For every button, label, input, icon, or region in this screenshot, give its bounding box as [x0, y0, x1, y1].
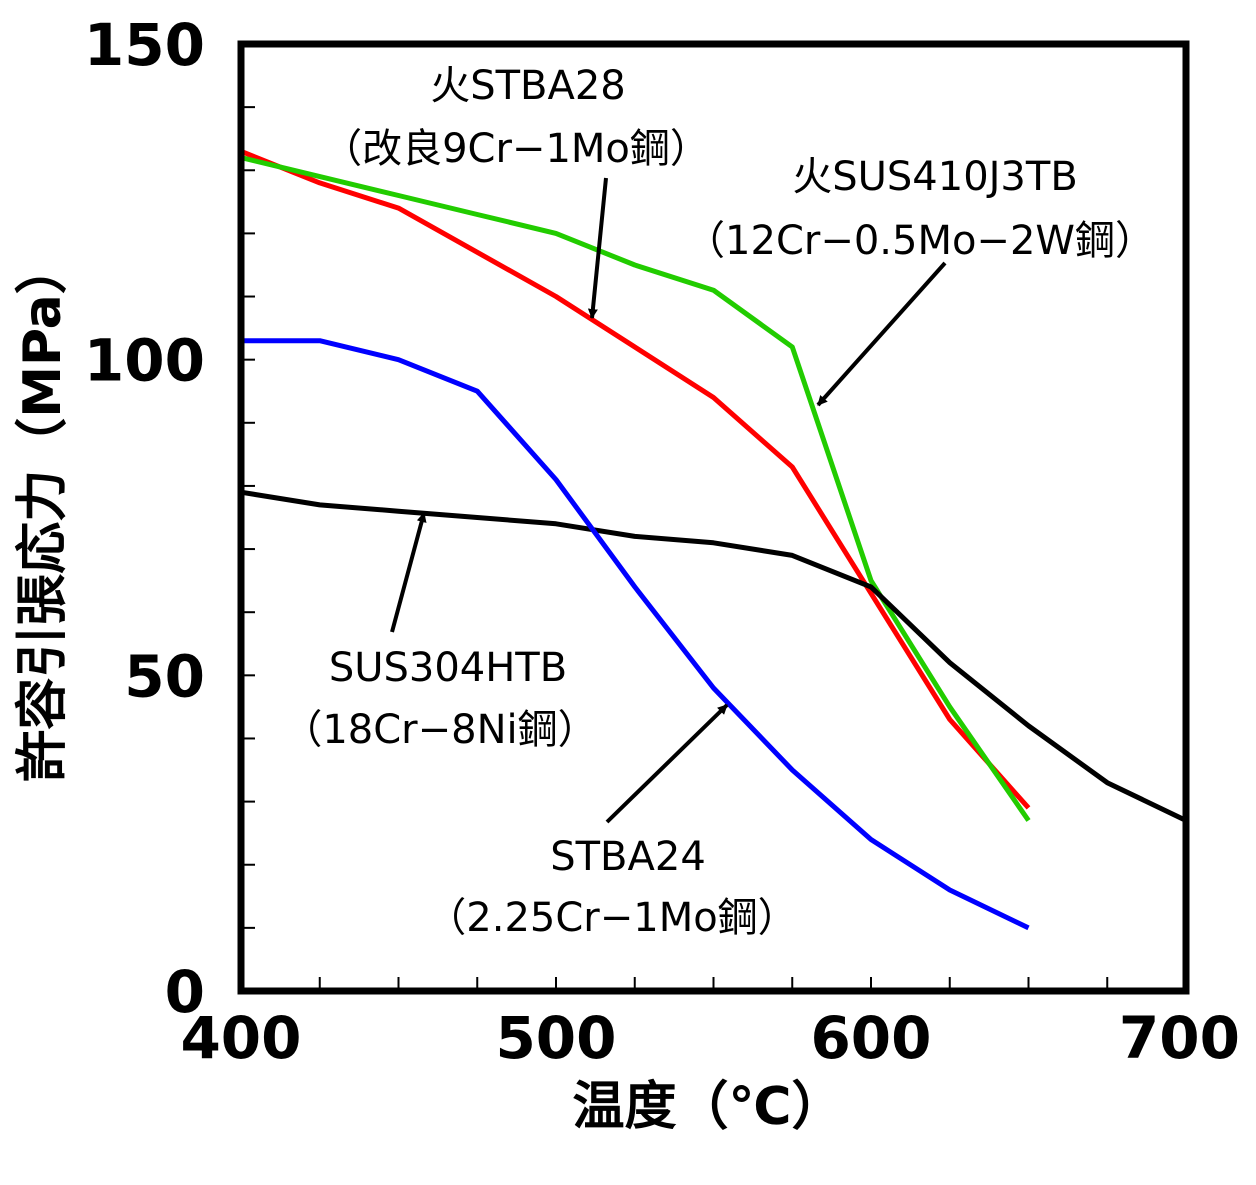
- y-tick-label: 0: [165, 958, 205, 1026]
- sus304-arrow: [390, 512, 427, 633]
- sus410-arrow: [816, 261, 947, 407]
- sus304-label-composition: （18Cr−8Ni鋼）: [282, 707, 597, 753]
- stba28-arrow: [587, 177, 608, 319]
- stba24-arrow: [605, 703, 729, 824]
- sus410-label-composition: （12Cr−0.5Mo−2W鋼）: [685, 218, 1155, 264]
- x-tick-label: 600: [810, 1004, 931, 1072]
- series-line-stba28: [240, 148, 1031, 810]
- x-axis-title: 温度（℃）: [573, 1077, 844, 1137]
- sus410-label-name: 火SUS410J3TB: [792, 154, 1078, 200]
- stba28-label-name: 火STBA28: [430, 63, 626, 109]
- stba24-label-composition: （2.25Cr−1Mo鋼）: [426, 895, 797, 941]
- sus304-label-name: SUS304HTB: [329, 645, 567, 691]
- annotation-labels: 火STBA28 （改良9Cr−1Mo鋼） 火SUS410J3TB （12Cr−0…: [282, 63, 1155, 941]
- series-layer: [240, 148, 1188, 931]
- y-axis-title: 許容引張応力（MPa）: [13, 242, 73, 782]
- x-tick-label: 400: [180, 1004, 301, 1072]
- annotation-arrows: [390, 177, 947, 824]
- series-line-stba24: [241, 338, 1030, 931]
- y-tick-label: 100: [84, 327, 205, 395]
- x-tick-label: 700: [1119, 1004, 1240, 1072]
- stba28-label-composition: （改良9Cr−1Mo鋼）: [322, 126, 710, 172]
- ticks-layer: 0 50 100 150 400 500 600 700: [84, 11, 1240, 1072]
- series-line-sus304: [240, 489, 1188, 823]
- y-tick-label: 50: [124, 642, 205, 710]
- stba24-label-name: STBA24: [550, 834, 706, 880]
- x-tick-label: 500: [495, 1004, 616, 1072]
- y-tick-label: 150: [84, 11, 205, 79]
- series-line-sus410: [240, 155, 1031, 822]
